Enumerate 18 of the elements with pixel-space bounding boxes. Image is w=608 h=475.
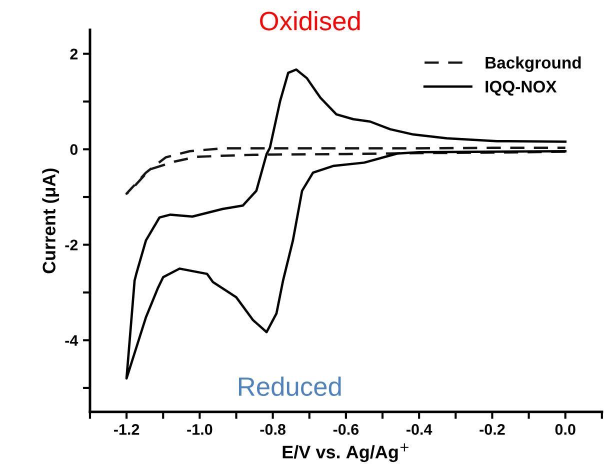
annotation: Oxidised: [260, 11, 360, 30]
y-tick-label: -4: [65, 335, 78, 346]
x-tick-label: 0.0: [555, 424, 576, 435]
y-axis-title: Current (μA): [42, 168, 60, 274]
legend-label: Background: [486, 56, 581, 72]
x-tick-label: -0.8: [260, 424, 286, 435]
x-tick-label: -0.2: [480, 424, 505, 435]
x-tick-label: -1.2: [114, 424, 140, 435]
annotation: Reduced: [238, 376, 341, 396]
x-tick-label: -0.6: [333, 424, 359, 435]
legend-label: IQQ-NOX: [486, 80, 557, 96]
y-tick-label: 2: [70, 48, 78, 60]
x-axis-title: E/V vs. Ag/Ag$^{+}$: [282, 443, 408, 462]
line-series: [125, 146, 567, 195]
x-tick-label: -1.0: [187, 424, 212, 435]
x-tick-label: -0.4: [406, 424, 432, 435]
y-tick-label: -2: [65, 240, 78, 250]
y-tick-label: 0: [70, 144, 78, 155]
